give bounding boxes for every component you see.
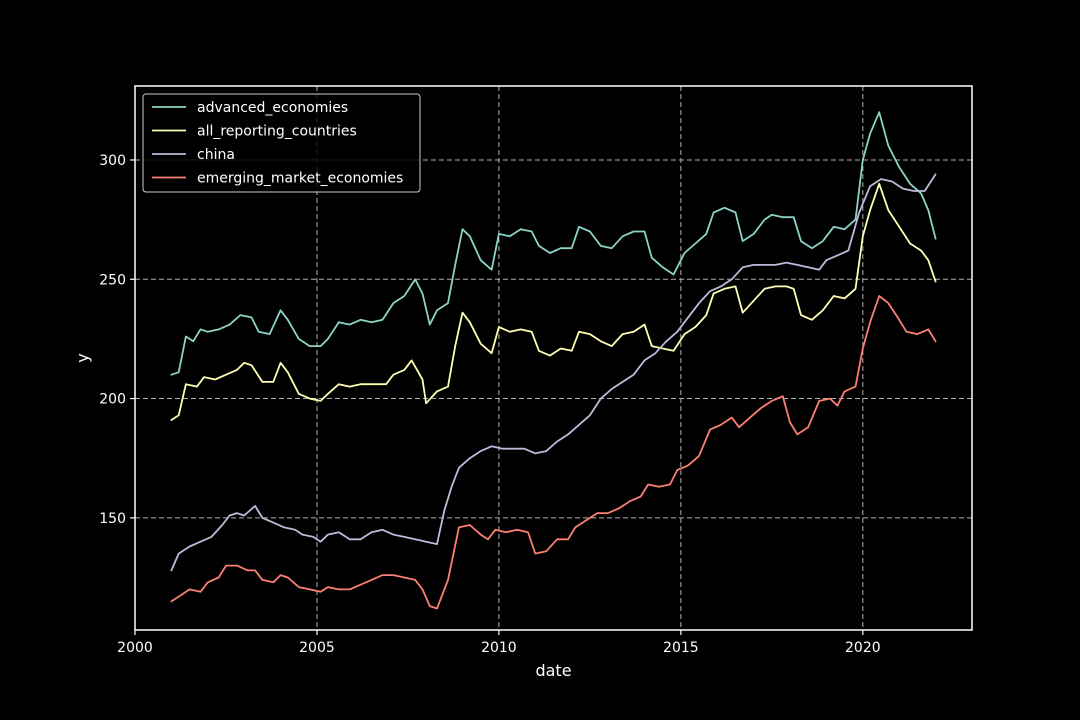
y-tick-label: 200 (99, 392, 126, 408)
legend: advanced_economies all_reporting_countrie… (142, 93, 421, 193)
x-tick-label: 2020 (845, 640, 881, 656)
x-tick-label: 2015 (663, 640, 699, 656)
series-line-emerging-market-economies (170, 295, 937, 610)
plot-frame (134, 85, 973, 631)
series-line-china (170, 173, 937, 572)
legend-label: emerging_market_economies (197, 171, 403, 187)
x-tick-label: 2005 (299, 640, 335, 656)
x-tick-label: 2010 (481, 640, 517, 656)
series-line-all-reporting-countries (170, 182, 937, 421)
x-tick-label: 2000 (117, 640, 153, 656)
legend-label: all_reporting_countries (197, 124, 357, 140)
x-axis-label: date (535, 661, 571, 680)
y-tick-label: 250 (99, 272, 126, 288)
legend-label: china (197, 147, 235, 163)
y-axis-label: y (73, 353, 92, 362)
y-tick-label: 150 (99, 511, 126, 527)
y-tick-label: 300 (99, 153, 126, 169)
legend-label: advanced_economies (197, 100, 348, 116)
x-axis: 2000 2005 2010 2015 2020 (117, 630, 881, 656)
series-line-advanced-economies (170, 111, 937, 376)
y-axis: 150 200 250 300 (99, 153, 135, 527)
legend-box (142, 93, 421, 193)
series-lines (170, 111, 937, 610)
